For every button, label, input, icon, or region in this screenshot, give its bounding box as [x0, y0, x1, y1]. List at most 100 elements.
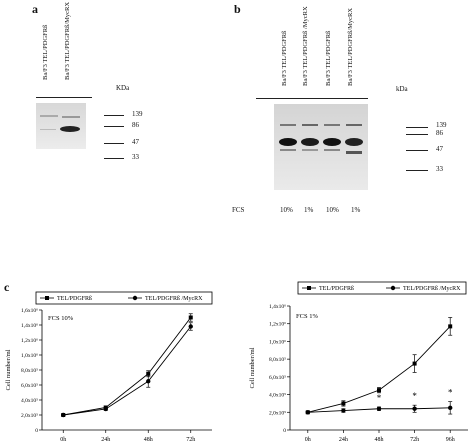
y-tick-label: 2,0x10⁵: [21, 413, 38, 419]
data-point: [188, 315, 193, 320]
panel-b-lane-underline: [256, 98, 368, 99]
legend-label-0: TEL/PDGFRß: [57, 295, 92, 302]
panel-b-lane-label-2: Ba/F3 TEL/PDGFRß /MycRX: [302, 6, 309, 86]
panel-b-marker-139: 139: [436, 121, 447, 129]
x-tick-label: 0h: [60, 437, 66, 443]
data-point: [103, 406, 108, 412]
y-tick-label: 0: [283, 428, 286, 434]
panel-b-fcs-value-4: 1%: [351, 206, 361, 214]
panel-b-kda-label: kDa: [396, 85, 408, 93]
y-tick-label: 4,0x10⁵: [269, 393, 286, 399]
data-point: [412, 361, 417, 366]
panel-b-marker-86: 86: [436, 129, 443, 137]
data-point: [412, 406, 417, 411]
data-point: [305, 410, 310, 415]
x-tick-label: 96h: [446, 437, 455, 443]
data-point: [376, 406, 382, 411]
data-point: [448, 324, 453, 329]
panel-b-letter: b: [234, 2, 241, 16]
y-tick-label: 6,0x10⁵: [21, 383, 38, 389]
legend-label-1: TEL/PDGFRß /MycRX: [145, 295, 203, 302]
y-tick-label: 1,4x10⁶: [269, 304, 286, 310]
y-tick-label: 1,6x10⁶: [21, 308, 38, 314]
y-tick-label: 0: [35, 428, 38, 434]
growth-chart-fcs1: TEL/PDGFRß TEL/PDGFRß /MycRX 0 2,0x10⁵ 4,0x1…: [249, 281, 468, 443]
data-point: [341, 408, 346, 413]
panel-b-marker-line-33: [406, 170, 428, 171]
panel-a-marker-line-139: [104, 115, 124, 116]
series-line-0: [63, 317, 192, 416]
x-tick-label: 72h: [186, 437, 195, 443]
panel-b-marker-line-47: [406, 150, 428, 151]
data-point: [377, 388, 381, 393]
y-tick-label: 1,2x10⁶: [21, 338, 38, 344]
series-1: [305, 401, 453, 415]
series-line-1: [63, 326, 192, 416]
panel-a-blot-image: [36, 103, 86, 149]
panel-a-marker-line-47: [104, 143, 124, 144]
legend-marker-0: [45, 296, 49, 300]
panel-a-marker-47: 47: [132, 138, 139, 146]
growth-chart-fcs10: TEL/PDGFRß TEL/PDGFRß /MycRX 0 2,0x10⁵ 4,0x1…: [5, 291, 213, 443]
x-tick-label: 24h: [339, 437, 348, 443]
data-point: [448, 405, 453, 411]
y-tick-label: 1,0x10⁶: [21, 353, 38, 359]
y-tick-label: 6,0x10⁵: [269, 375, 286, 381]
panel-a-kda-label: KDa: [116, 84, 130, 92]
panel-b-marker-line-86: [406, 134, 428, 135]
legend-label-0: TEL/PDGFRß: [319, 285, 354, 292]
data-point: [146, 379, 151, 384]
panel-b-marker-47: 47: [436, 145, 443, 153]
x-tick-label: 24h: [101, 437, 110, 443]
data-point: [61, 412, 66, 418]
significance-mark: *: [448, 388, 453, 398]
panel-a-marker-33: 33: [132, 153, 139, 161]
data-point: [188, 324, 193, 329]
legend-marker-1: [132, 295, 138, 301]
y-tick-label: 1,0x10⁶: [269, 339, 286, 345]
significance-mark: *: [377, 393, 382, 403]
legend-marker-0: [307, 286, 311, 290]
y-tick-label: 1,2x10⁶: [269, 322, 286, 328]
panel-b-lane-label-4: Ba/F3 TEL/PDGFRß/MycRX: [347, 7, 354, 86]
significance-mark: *: [412, 391, 417, 401]
legend: TEL/PDGFRß TEL/PDGFRß /MycRX: [35, 291, 213, 305]
panel-b-fcs-value-3: 10%: [326, 206, 339, 214]
panel-b-fcs-value-1: 10%: [280, 206, 293, 214]
data-point: [341, 401, 346, 406]
y-tick-label: 2,0x10⁵: [269, 410, 286, 416]
panel-b-fcs-value-2: 1%: [304, 206, 314, 214]
x-tick-label: 72h: [410, 437, 419, 443]
y-tick-label: 8,0x10⁵: [21, 368, 38, 374]
legend-box: [35, 291, 213, 305]
legend-box: [297, 281, 467, 295]
y-tick-label: 1,4x10⁶: [21, 323, 38, 329]
panel-a-letter: a: [32, 2, 38, 16]
panel-a-marker-line-33: [104, 158, 124, 159]
legend-label-1: TEL/PDGFRß /MycRX: [403, 285, 461, 292]
x-tick-label: 0h: [305, 437, 311, 443]
series-1: [61, 322, 193, 418]
panel-a-marker-139: 139: [132, 110, 143, 118]
y-tick-label: 4,0x10⁵: [21, 398, 38, 404]
panel-b-lane-label-3: Ba/F3 TEL/PDGFRß: [325, 30, 332, 86]
x-tick-label: 48h: [144, 437, 153, 443]
legend: TEL/PDGFRß TEL/PDGFRß /MycRX: [297, 281, 467, 295]
y-axis-label: Cell number/ml: [249, 347, 256, 388]
panel-a-marker-86: 86: [132, 121, 139, 129]
panel-b-marker-33: 33: [436, 165, 443, 173]
panel-a-lane-underline: [36, 97, 92, 98]
fcs-annotation: FCS 10%: [48, 315, 74, 322]
x-tick-label: 48h: [375, 437, 384, 443]
panel-b-fcs-label: FCS: [232, 206, 245, 214]
fcs-annotation: FCS 1%: [296, 313, 318, 320]
panel-a-lane-label-1: Ba/F3 TEL/PDGFRß: [42, 24, 49, 80]
panel-b-blot-image: [274, 104, 368, 190]
y-tick-label: 8,0x10⁵: [269, 357, 286, 363]
data-point: [146, 371, 151, 376]
panel-a-lane-label-2: Ba/F3 TEL/PDGFRß/MycRX: [64, 1, 71, 80]
y-axis-label: Cell number/ml: [5, 349, 12, 390]
panel-b-marker-line-139: [406, 127, 428, 128]
series-0: [61, 313, 193, 417]
panel-a-marker-line-86: [104, 126, 124, 127]
